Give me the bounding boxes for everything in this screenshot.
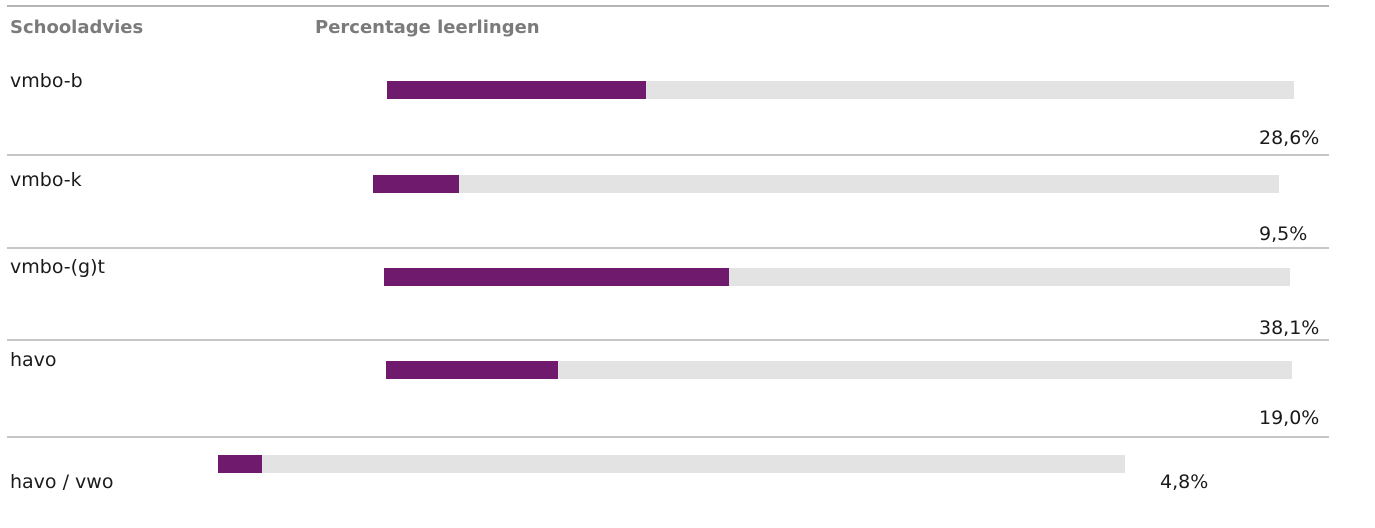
- category-label: vmbo-k: [10, 169, 82, 191]
- bar-track: [386, 361, 1292, 379]
- category-label: vmbo-b: [10, 70, 83, 92]
- bar-fill: [387, 81, 647, 99]
- top-divider: [7, 5, 1329, 7]
- bar-track: [218, 455, 1125, 473]
- bar-fill: [386, 361, 559, 379]
- row-divider: [7, 247, 1329, 249]
- category-label: vmbo-(g)t: [10, 256, 105, 278]
- value-label: 38,1%: [1259, 317, 1320, 339]
- column-header-schooladvies: Schooladvies: [10, 17, 144, 38]
- bar-track: [384, 268, 1290, 286]
- value-label: 4,8%: [1160, 471, 1209, 493]
- bar-fill: [384, 268, 730, 286]
- value-label: 9,5%: [1259, 223, 1308, 245]
- category-label: havo / vwo: [10, 471, 114, 493]
- value-label: 19,0%: [1259, 407, 1320, 429]
- bar-row: vmbo-k 9,5%: [0, 157, 1375, 249]
- bar-row: havo / vwo 4,8%: [0, 437, 1375, 528]
- bar-track: [387, 81, 1294, 99]
- bar-fill: [373, 175, 460, 193]
- row-divider: [7, 154, 1329, 156]
- bar-row: vmbo-(g)t 38,1%: [0, 249, 1375, 341]
- bar-track: [373, 175, 1279, 193]
- row-divider: [7, 436, 1329, 438]
- bar-row: vmbo-b 28,6%: [0, 64, 1375, 156]
- row-divider: [7, 339, 1329, 341]
- column-header-percentage: Percentage leerlingen: [315, 17, 540, 38]
- value-label: 28,6%: [1259, 127, 1320, 149]
- bar-fill: [218, 455, 262, 473]
- category-label: havo: [10, 349, 57, 371]
- bar-row: havo 19,0%: [0, 342, 1375, 438]
